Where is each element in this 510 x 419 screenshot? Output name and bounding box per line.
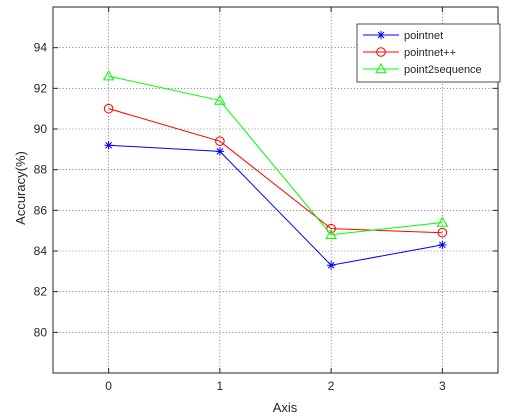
legend-item: point2sequence xyxy=(363,62,482,76)
data-point xyxy=(215,136,225,146)
data-point xyxy=(438,240,447,250)
data-point xyxy=(104,141,113,150)
legend-item: pointnet++ xyxy=(363,47,456,59)
legend-marker xyxy=(376,30,386,40)
data-point xyxy=(437,227,448,238)
series-line xyxy=(108,75,443,236)
x-axis-label: Axis xyxy=(273,400,298,415)
y-axis-label: Accuracy(%) xyxy=(13,151,28,225)
series-point2sequence xyxy=(102,70,449,239)
legend-item: pointnet xyxy=(363,30,443,42)
y-tick-label: 90 xyxy=(34,122,48,136)
series-pointnet++ xyxy=(103,103,448,238)
data-point xyxy=(326,223,336,234)
axes: 0 1 2 3 80 82 84 86 88 90 92 94 xyxy=(34,6,499,393)
legend: pointnet pointnet++ point2sequence xyxy=(356,23,501,83)
y-tick-label: 92 xyxy=(34,81,48,95)
y-tick-label: 94 xyxy=(34,41,48,55)
y-tick-label: 80 xyxy=(34,325,48,339)
legend-marker xyxy=(376,47,386,57)
series-group xyxy=(102,70,449,270)
x-tick-label: 0 xyxy=(105,379,112,393)
x-tick-label: 2 xyxy=(328,379,335,393)
legend-marker xyxy=(375,62,387,74)
y-tick-label: 86 xyxy=(34,203,48,217)
legend-label: pointnet xyxy=(404,30,443,42)
data-point xyxy=(215,147,225,156)
series-pointnet xyxy=(104,141,447,270)
y-tick-label: 84 xyxy=(34,244,48,258)
y-tick-label: 88 xyxy=(34,163,48,177)
plot-frame xyxy=(52,6,499,374)
data-point xyxy=(325,228,337,239)
series-line xyxy=(108,144,443,266)
y-tick-label: 82 xyxy=(34,285,48,299)
data-point xyxy=(214,94,226,105)
data-point xyxy=(103,103,114,114)
x-tick-label: 1 xyxy=(217,379,224,393)
data-point xyxy=(102,70,115,81)
data-point xyxy=(436,216,449,227)
data-point xyxy=(326,261,336,270)
series-line xyxy=(108,108,443,234)
legend-label: pointnet++ xyxy=(404,47,456,59)
x-tick-label: 3 xyxy=(439,379,446,393)
legend-label: point2sequence xyxy=(404,64,482,76)
